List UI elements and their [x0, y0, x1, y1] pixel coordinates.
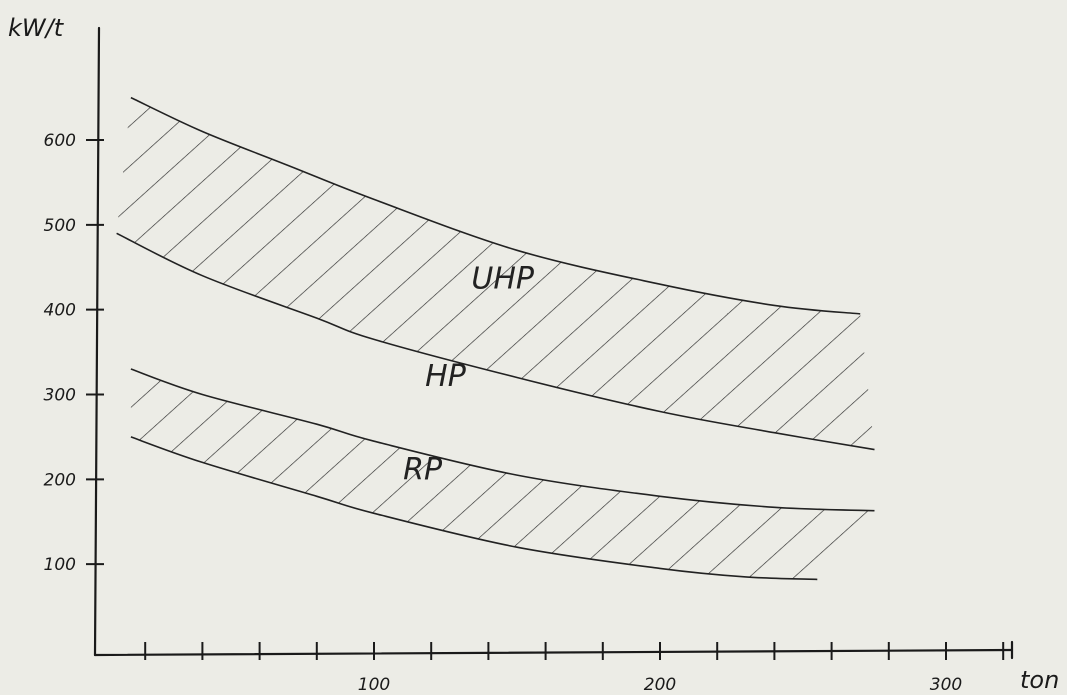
band-uhp-hatch: [116, 97, 875, 450]
band-uhp-lower-edge: [116, 232, 875, 451]
y-axis: [93, 26, 101, 657]
x-tick-label: 100: [358, 675, 390, 695]
y-tick-label: 500: [44, 216, 76, 236]
band-rp-hatch: [130, 369, 875, 580]
region-hp-label: HP: [425, 359, 467, 394]
y-tick-label: 100: [44, 555, 76, 575]
y-tick-label: 200: [44, 470, 76, 490]
y-tick-label: 300: [44, 386, 76, 406]
x-axis: [93, 648, 1014, 657]
band-rp-lower-edge: [130, 436, 818, 581]
y-tick-label: 400: [44, 301, 76, 321]
bands: UHP RP: [116, 96, 875, 581]
annotations: HP: [425, 359, 467, 394]
band-uhp-upper-edge: [130, 96, 861, 315]
x-tick-label: 200: [644, 675, 676, 695]
band-uhp-label: UHP: [471, 261, 535, 296]
y-axis-label: kW/t: [8, 14, 65, 42]
ticks: 100 200 300 100 200 300 400 500 600: [44, 131, 1005, 695]
band-rp-upper-edge: [130, 368, 875, 512]
x-tick-label: 300: [930, 675, 962, 695]
y-tick-label: 600: [44, 131, 76, 151]
band-rp-label: RP: [403, 452, 443, 487]
axes: ton kW/t: [8, 14, 1059, 694]
x-axis-label: ton: [1020, 666, 1059, 694]
